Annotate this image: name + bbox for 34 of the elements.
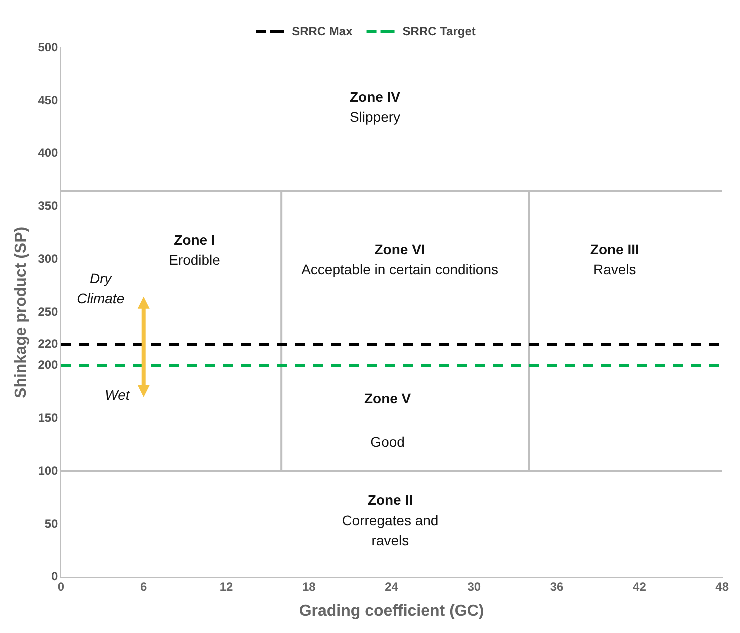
annotation: Zone V (364, 390, 412, 406)
annotation: Zone III Ravels (590, 242, 640, 278)
y-tick-label: 400 (38, 146, 59, 160)
y-tick-label: 0 (52, 570, 59, 584)
y-tick-label: 150 (38, 410, 59, 425)
annotation: Wet (105, 387, 131, 404)
annotation: Zone IV Slippery (350, 89, 402, 126)
y-tick-label: 220 (38, 336, 59, 351)
x-tick-label: 42 (633, 580, 647, 594)
y-axis-title: Shinkage product (SP) (13, 226, 30, 398)
x-tick-label: 6 (140, 580, 148, 594)
y-tick-label: 200 (38, 358, 59, 372)
legend-label: SRRC Max (292, 24, 354, 38)
x-tick-label: 18 (302, 580, 316, 594)
annotation: Zone VI Acceptable in certain conditions (302, 242, 498, 278)
annotation: Zone I Erodible (169, 232, 221, 268)
y-tick-label: 250 (38, 305, 59, 320)
y-tick-label: 300 (38, 252, 59, 266)
annotation: Good (370, 434, 405, 450)
annotation: Zone II (368, 492, 414, 508)
y-tick-label: 450 (38, 93, 59, 108)
annotation: Dry Climate (77, 270, 125, 306)
y-tick-label: 100 (38, 464, 59, 478)
x-tick-label: 36 (550, 580, 564, 594)
legend-label: SRRC Target (402, 24, 476, 38)
x-tick-label: 30 (468, 580, 482, 594)
x-axis-title: Grading coefficient (GC) (299, 602, 484, 620)
x-tick-label: 24 (385, 580, 399, 594)
x-tick-label: 48 (716, 580, 730, 594)
y-tick-label: 350 (38, 199, 59, 214)
y-tick-label: 500 (38, 40, 59, 54)
annotation: Corregates and ravels (342, 512, 439, 549)
x-tick-label: 12 (220, 580, 234, 594)
y-tick-label: 50 (44, 516, 59, 531)
